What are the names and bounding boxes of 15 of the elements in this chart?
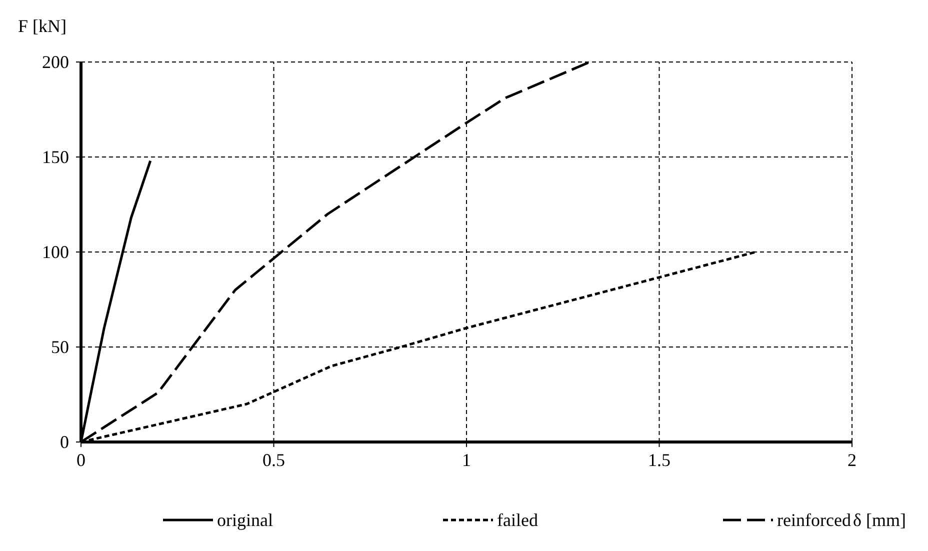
x-tick-label: 0 <box>76 450 86 470</box>
y-axis-title: F [kN] <box>18 16 66 36</box>
y-tick-label: 100 <box>42 242 69 262</box>
x-tick-label: 1.5 <box>648 450 670 470</box>
legend-label: failed <box>497 510 538 530</box>
legend-label: original <box>217 510 273 530</box>
x-axis-title: δ [mm] <box>853 510 906 530</box>
y-tick-label: 150 <box>42 147 69 167</box>
y-tick-label: 0 <box>60 432 69 452</box>
x-tick-label: 0.5 <box>262 450 285 470</box>
x-tick-label: 1 <box>462 450 471 470</box>
x-tick-label: 2 <box>848 450 856 470</box>
legend-label: reinforced <box>777 510 851 530</box>
y-tick-label: 200 <box>42 52 69 72</box>
y-tick-label: 50 <box>51 337 69 357</box>
